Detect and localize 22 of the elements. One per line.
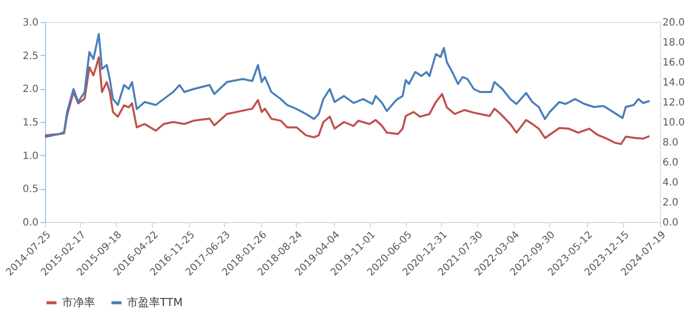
y2-tick-label: 20.0: [662, 18, 685, 28]
legend-label: 市净率: [62, 296, 95, 309]
y-tick-label: 1.5: [22, 118, 38, 128]
line-series: [44, 56, 651, 145]
y2-tick-label: 2.0: [662, 198, 678, 208]
y2-tick-label: 6.0: [662, 158, 678, 168]
y2-tick-label: 16.0: [662, 58, 685, 68]
y2-tick-label: 14.0: [662, 78, 685, 88]
legend-label: 市盈率TTM: [127, 296, 183, 309]
y2-tick-label: 10.0: [662, 118, 685, 128]
y-tick-label: 3.0: [22, 18, 38, 28]
y2-tick-label: 18.0: [662, 38, 685, 48]
y-tick-label: 0.5: [22, 184, 38, 196]
y2-tick-label: 4.0: [662, 178, 678, 188]
y-tick-label: 2.5: [22, 50, 38, 62]
line-series: [44, 33, 651, 138]
y-tick-label: 0.0: [22, 218, 38, 228]
y2-tick-label: 8.0: [662, 138, 678, 148]
y-tick-label: 1.0: [22, 150, 38, 162]
y2-tick-label: 0.0: [662, 218, 678, 228]
y2-tick-label: 12.0: [662, 98, 685, 108]
y-tick-label: 2.0: [22, 84, 38, 96]
